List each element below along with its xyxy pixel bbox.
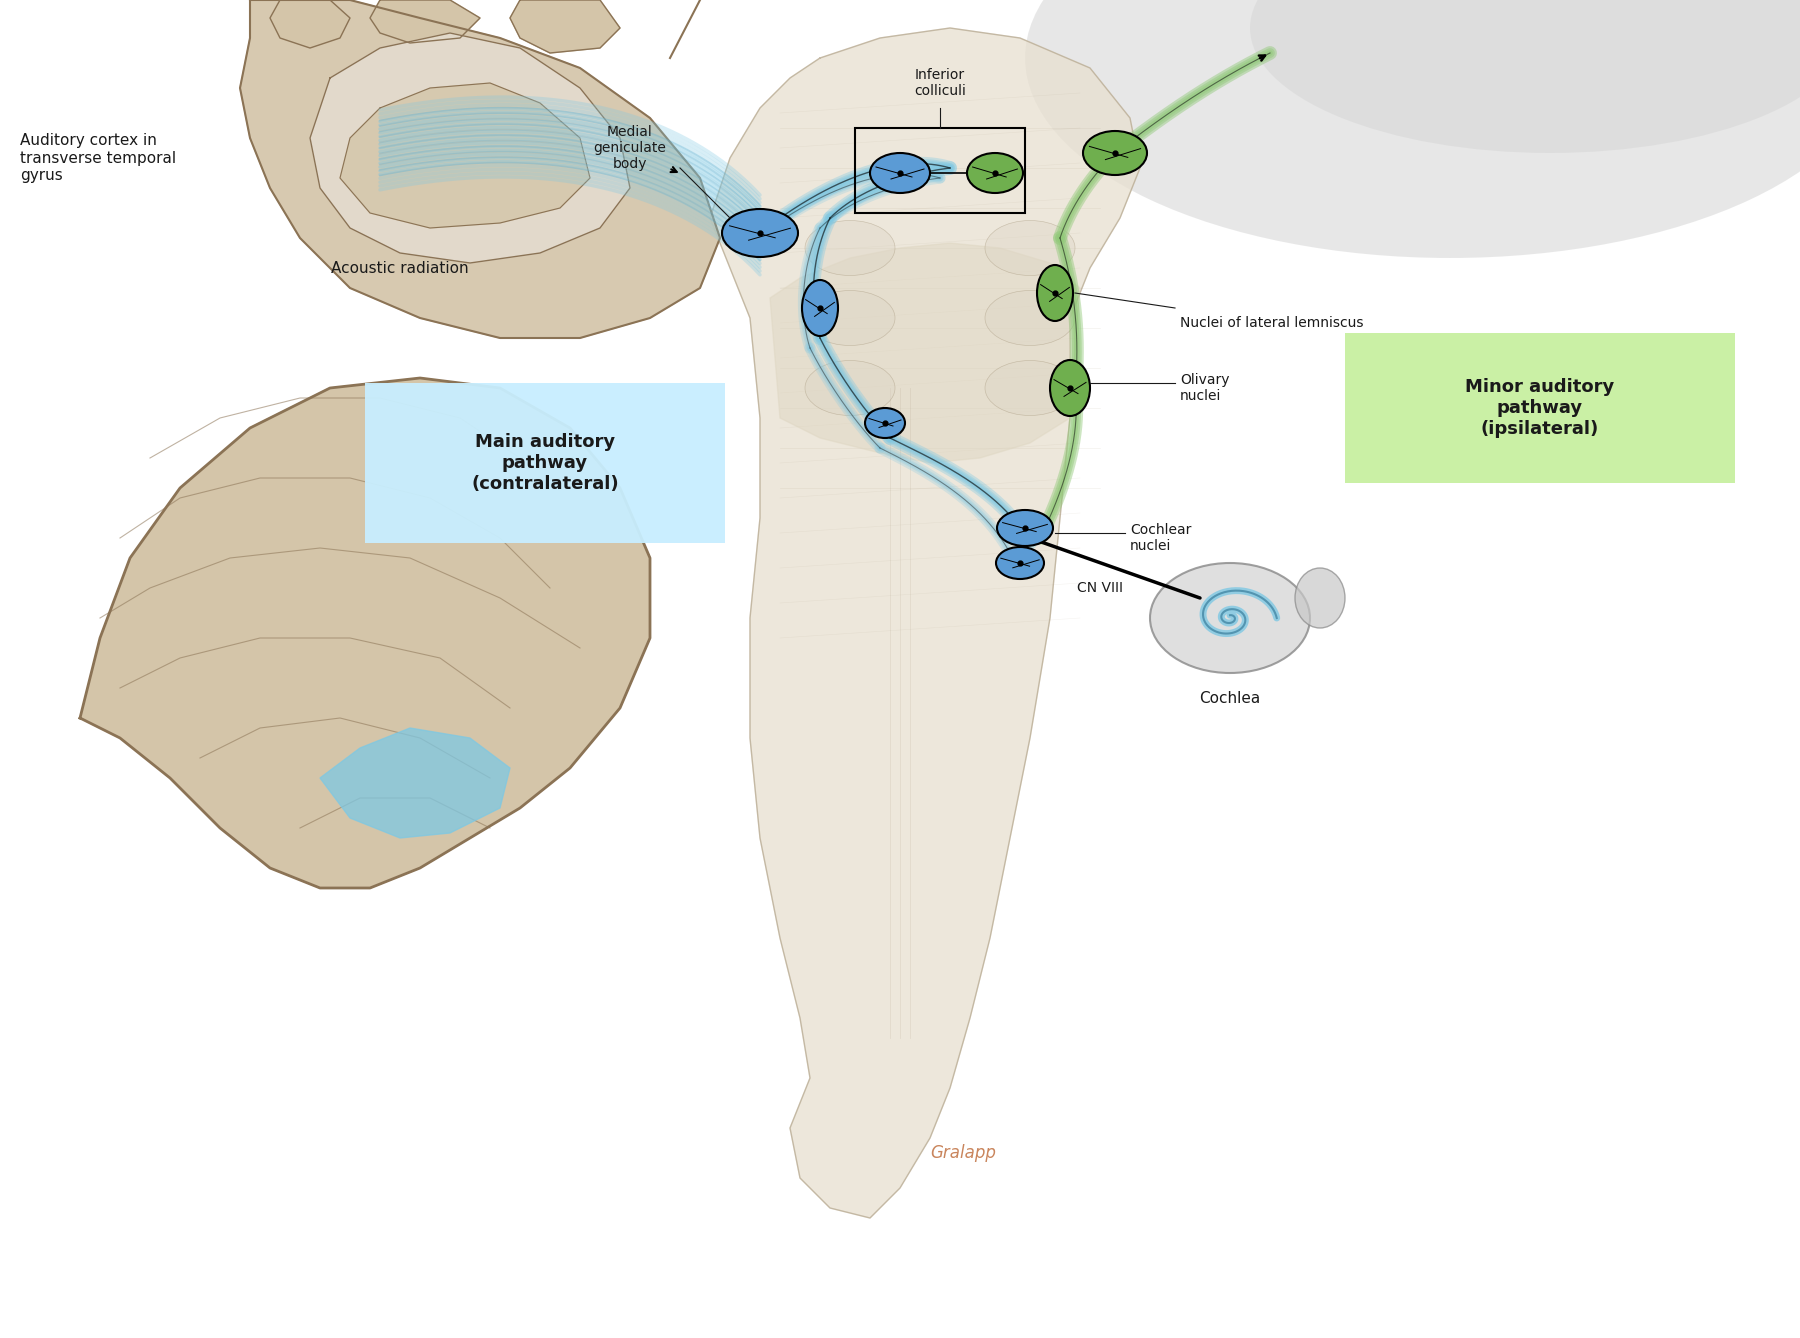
Text: Acoustic radiation: Acoustic radiation bbox=[331, 261, 468, 276]
Polygon shape bbox=[270, 0, 349, 48]
Text: Auditory cortex in
transverse temporal
gyrus: Auditory cortex in transverse temporal g… bbox=[20, 132, 176, 183]
Text: Gralapp: Gralapp bbox=[931, 1144, 995, 1161]
Ellipse shape bbox=[985, 360, 1075, 416]
Ellipse shape bbox=[1249, 0, 1800, 153]
Ellipse shape bbox=[1024, 0, 1800, 258]
FancyBboxPatch shape bbox=[1345, 333, 1735, 483]
Text: Minor auditory
pathway
(ipsilateral): Minor auditory pathway (ipsilateral) bbox=[1465, 379, 1615, 438]
Ellipse shape bbox=[1150, 563, 1310, 673]
Polygon shape bbox=[709, 28, 1139, 1218]
Text: Inferior
colliculi: Inferior colliculi bbox=[914, 68, 967, 98]
Polygon shape bbox=[320, 728, 509, 838]
Ellipse shape bbox=[805, 221, 895, 276]
Polygon shape bbox=[239, 0, 720, 339]
Text: Olivary
nuclei: Olivary nuclei bbox=[1181, 373, 1229, 403]
Text: CN VIII: CN VIII bbox=[1076, 581, 1123, 595]
Text: Cochlea: Cochlea bbox=[1199, 690, 1260, 705]
Polygon shape bbox=[340, 83, 590, 227]
Ellipse shape bbox=[967, 153, 1022, 193]
Ellipse shape bbox=[1049, 360, 1091, 416]
Text: Medial
geniculate
body: Medial geniculate body bbox=[594, 124, 666, 171]
Polygon shape bbox=[371, 0, 481, 43]
Ellipse shape bbox=[1294, 569, 1345, 628]
Ellipse shape bbox=[995, 547, 1044, 579]
Ellipse shape bbox=[866, 408, 905, 438]
Ellipse shape bbox=[803, 280, 839, 336]
Text: Cochlear
nuclei: Cochlear nuclei bbox=[1130, 523, 1192, 553]
Polygon shape bbox=[770, 244, 1080, 463]
Ellipse shape bbox=[985, 221, 1075, 276]
Ellipse shape bbox=[985, 290, 1075, 345]
FancyBboxPatch shape bbox=[365, 383, 725, 543]
Ellipse shape bbox=[997, 510, 1053, 546]
Ellipse shape bbox=[1084, 131, 1147, 175]
Polygon shape bbox=[509, 0, 619, 54]
Ellipse shape bbox=[722, 209, 797, 257]
Ellipse shape bbox=[805, 360, 895, 416]
Text: Main auditory
pathway
(contralateral): Main auditory pathway (contralateral) bbox=[472, 434, 619, 492]
Text: Nuclei of lateral lemniscus: Nuclei of lateral lemniscus bbox=[1181, 316, 1363, 330]
Ellipse shape bbox=[805, 290, 895, 345]
Ellipse shape bbox=[1037, 265, 1073, 321]
Ellipse shape bbox=[869, 153, 931, 193]
Polygon shape bbox=[79, 379, 650, 888]
Polygon shape bbox=[310, 33, 630, 264]
